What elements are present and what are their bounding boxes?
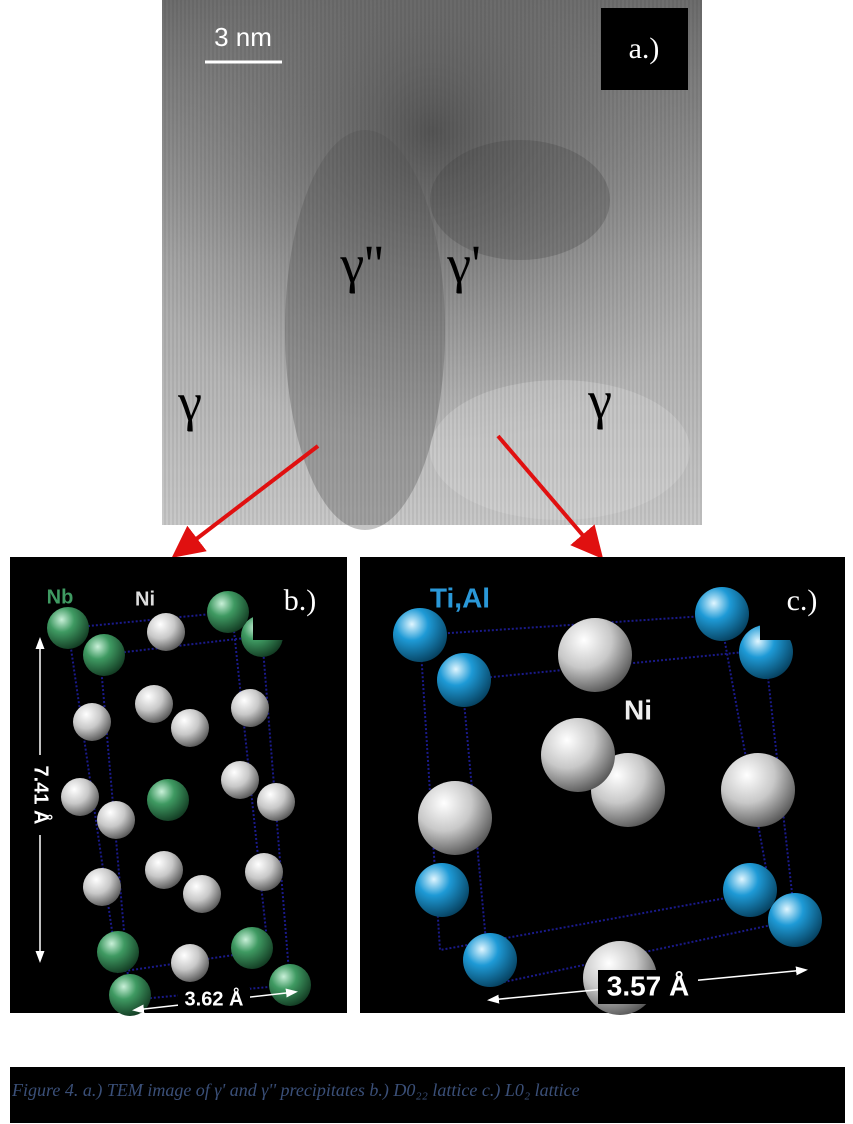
atom	[437, 653, 491, 707]
atom	[231, 927, 273, 969]
atom	[721, 753, 795, 827]
atom	[97, 801, 135, 839]
atom-label: Ti,Al	[430, 582, 490, 613]
atom	[768, 893, 822, 947]
dimension-label: 7.41 Å	[30, 766, 54, 825]
tem-image: a.) 3 nm γ'' γ' γ γ	[162, 0, 702, 530]
atom	[171, 944, 209, 982]
atom	[418, 781, 492, 855]
atom	[183, 875, 221, 913]
atom	[695, 587, 749, 641]
phase-label: γ	[177, 372, 202, 432]
atom	[541, 718, 615, 792]
atom	[147, 779, 189, 821]
atom	[145, 851, 183, 889]
atom	[83, 868, 121, 906]
atom-label: Ni	[135, 588, 155, 610]
atom	[415, 863, 469, 917]
dimension-label: 3.57 Å	[607, 970, 690, 1001]
phase-label: γ'	[446, 234, 481, 294]
lattice-c: c.) Ti,Al Ni 3.57 Å	[360, 557, 845, 1015]
atom-label: Nb	[47, 586, 74, 608]
atom	[61, 778, 99, 816]
atom	[109, 974, 151, 1016]
panel-label: b.)	[284, 584, 317, 617]
atom	[257, 783, 295, 821]
atom	[463, 933, 517, 987]
atom	[393, 608, 447, 662]
panel-label: c.)	[787, 584, 818, 617]
atom	[97, 931, 139, 973]
panel-label: a.)	[629, 32, 660, 65]
atom	[245, 853, 283, 891]
atom	[73, 703, 111, 741]
dimension-label: 3.62 Å	[185, 986, 244, 1010]
atom	[171, 709, 209, 747]
phase-label: γ	[587, 370, 612, 430]
atom	[207, 591, 249, 633]
atom	[47, 607, 89, 649]
atom	[723, 863, 777, 917]
atom	[558, 618, 632, 692]
atom	[147, 613, 185, 651]
caption: Figure 4. a.) TEM image of γ' and γ'' pr…	[11, 1080, 580, 1101]
scale-bar-label: 3 nm	[214, 22, 272, 52]
atom	[269, 964, 311, 1006]
phase-label: γ''	[339, 234, 383, 294]
atom-label: Ni	[624, 694, 652, 725]
atom	[231, 689, 269, 727]
atom	[83, 634, 125, 676]
lattice-b: b.) Nb Ni 7.41 Å 3.62 Å	[10, 557, 347, 1016]
atom	[221, 761, 259, 799]
atom	[135, 685, 173, 723]
figure: a.) 3 nm γ'' γ' γ γ b.) Nb Ni 7.41 Å 3.6…	[0, 0, 853, 1124]
